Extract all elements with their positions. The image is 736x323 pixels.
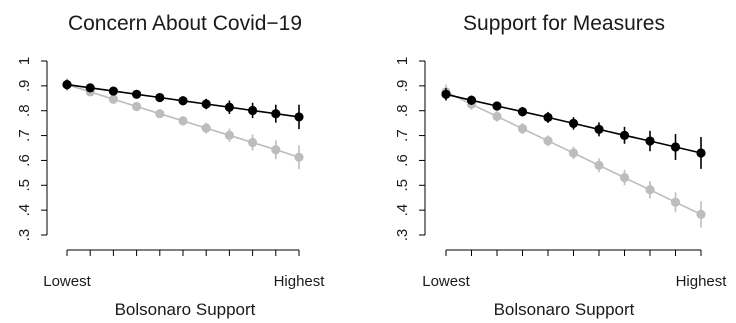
data-point <box>201 99 211 109</box>
data-point <box>441 89 451 99</box>
data-point <box>568 148 579 158</box>
data-point <box>696 148 706 158</box>
data-point <box>294 112 304 122</box>
data-point <box>294 152 304 162</box>
x-axis-label: Bolsonaro Support <box>494 300 635 319</box>
data-point <box>85 83 95 93</box>
chart-title: Support for Measures <box>463 12 665 35</box>
data-point <box>108 86 118 96</box>
data-point <box>155 92 165 103</box>
chart-panel-support: Support for Measures .3 .4 .5 .6 .7 .8 .9 1 Lowes… <box>394 12 727 319</box>
series-gray <box>62 78 304 170</box>
data-point <box>619 172 630 183</box>
x-tick-label: Highest <box>274 273 326 290</box>
y-tick-label: .5 <box>16 179 33 192</box>
x-tick-label: Lowest <box>43 273 91 290</box>
data-point <box>132 101 142 112</box>
data-point <box>619 130 630 140</box>
data-point <box>224 130 234 140</box>
y-tick-label: .3 <box>16 229 33 242</box>
data-point <box>466 95 477 105</box>
series-black <box>441 88 706 169</box>
data-point <box>178 96 188 106</box>
x-tick-label: Highest <box>676 273 728 290</box>
data-point <box>108 94 118 104</box>
y-tick-label: .8 <box>394 104 411 117</box>
data-point <box>645 136 655 146</box>
y-tick-label: .8 <box>16 104 33 117</box>
y-tick-label: .6 <box>394 154 411 167</box>
data-point <box>62 80 72 90</box>
series-black <box>62 79 304 130</box>
y-tick-label: .5 <box>394 179 411 192</box>
data-point <box>543 112 553 123</box>
data-point <box>201 123 211 133</box>
y-tick-label: .3 <box>394 229 411 242</box>
chart-panel-concern: Concern About Covid−19 .3 .4 .5 .6 .7 .8 .9 1 Low… <box>16 12 325 319</box>
y-tick-label: .6 <box>16 154 33 167</box>
data-point <box>248 105 258 116</box>
y-tick-label: 1 <box>16 57 33 65</box>
y-tick-label: .4 <box>394 204 411 217</box>
data-point <box>492 111 502 122</box>
x-axis-label: Bolsonaro Support <box>115 300 256 319</box>
series-gray <box>441 84 706 228</box>
data-point <box>271 145 281 155</box>
data-point <box>271 109 281 119</box>
data-point <box>670 197 681 207</box>
data-point <box>492 101 502 111</box>
data-point <box>543 136 553 146</box>
y-tick-label: .7 <box>16 129 33 142</box>
chart-title: Concern About Covid−19 <box>68 12 302 35</box>
y-tick-label: .7 <box>394 129 411 142</box>
x-tick-label: Lowest <box>422 273 470 290</box>
data-point <box>224 102 234 112</box>
data-point <box>155 109 165 119</box>
data-point <box>178 116 188 126</box>
y-tick-label: .9 <box>16 80 33 93</box>
data-point <box>517 107 528 117</box>
data-point <box>594 124 604 134</box>
data-point <box>568 118 579 128</box>
data-point <box>696 209 706 219</box>
y-tick-label: .4 <box>16 204 33 217</box>
data-point <box>670 142 681 152</box>
y-tick-label: .9 <box>394 80 411 93</box>
data-point <box>645 185 655 195</box>
data-point <box>517 124 528 134</box>
data-point <box>594 160 604 170</box>
data-point <box>132 89 142 99</box>
y-tick-label: 1 <box>394 57 411 65</box>
data-point <box>248 137 258 148</box>
